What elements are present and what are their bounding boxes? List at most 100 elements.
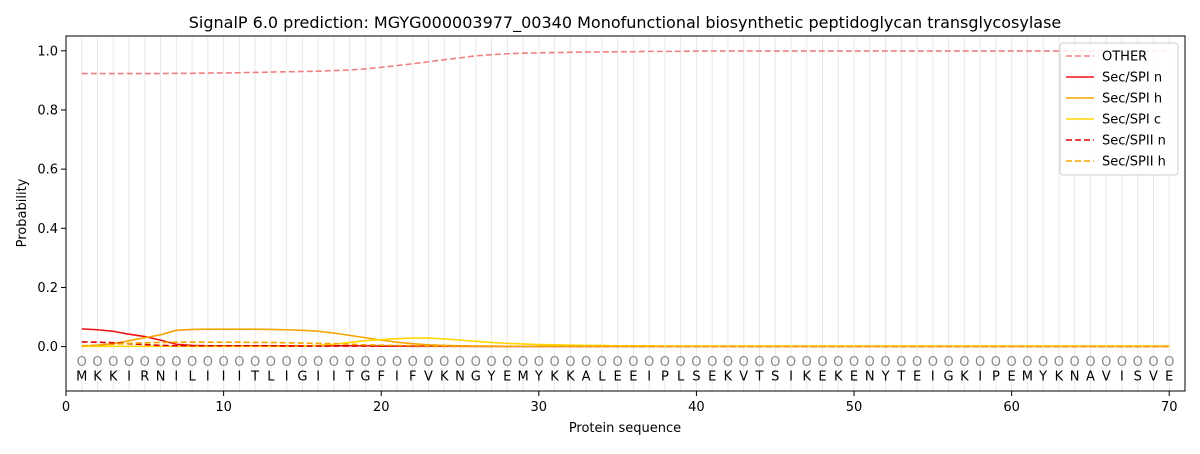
residue-label: L: [188, 370, 196, 385]
x-tick-label: 50: [846, 400, 863, 415]
region-marker: O: [786, 355, 796, 370]
region-marker: O: [534, 355, 544, 370]
residue-label: T: [754, 370, 763, 385]
residue-label: M: [1022, 370, 1033, 385]
region-marker: O: [486, 355, 496, 370]
region-marker: O: [754, 355, 764, 370]
residue-label: E: [1165, 370, 1173, 385]
residue-label: L: [598, 370, 606, 385]
region-marker: O: [282, 355, 292, 370]
residue-label: E: [850, 370, 858, 385]
residue-label: F: [377, 370, 384, 385]
residue-label: E: [913, 370, 921, 385]
residue-label: I: [174, 370, 178, 385]
residue-label: V: [1149, 370, 1158, 385]
residue-label: I: [789, 370, 793, 385]
region-marker: O: [108, 355, 118, 370]
region-marker: O: [1164, 355, 1174, 370]
legend-label: Sec/SPII n: [1102, 134, 1166, 149]
region-marker: O: [1117, 355, 1127, 370]
region-marker: O: [1148, 355, 1158, 370]
residue-label: N: [455, 370, 465, 385]
residue-label: I: [237, 370, 241, 385]
residue-label: N: [1070, 370, 1080, 385]
region-marker: O: [676, 355, 686, 370]
y-tick-label: 1.0: [37, 44, 58, 59]
region-marker: O: [423, 355, 433, 370]
region-marker: O: [455, 355, 465, 370]
region-marker: O: [597, 355, 607, 370]
region-marker: O: [124, 355, 134, 370]
grid-layer: [81, 36, 1170, 391]
region-marker: O: [707, 355, 717, 370]
residue-label: T: [250, 370, 259, 385]
x-axis-label: Protein sequence: [569, 421, 681, 436]
region-marker: O: [691, 355, 701, 370]
residue-label: V: [424, 370, 433, 385]
series-line-sec-spi-h: [81, 328, 1170, 348]
legend: OTHER Sec/SPI n Sec/SPI h Sec/SPI c Sec/SPII…: [1059, 42, 1179, 176]
x-tick-label: 30: [531, 400, 548, 415]
region-marker: O: [234, 355, 244, 370]
region-marker: O: [1133, 355, 1143, 370]
residue-label: K: [960, 370, 969, 385]
residue-label: I: [978, 370, 982, 385]
residue-label: V: [1102, 370, 1111, 385]
region-marker: O: [549, 355, 559, 370]
region-marker: O: [723, 355, 733, 370]
region-marker: O: [613, 355, 623, 370]
region-marker: O: [1070, 355, 1080, 370]
residue-label: M: [76, 370, 87, 385]
region-marker: O: [502, 355, 512, 370]
region-marker: O: [471, 355, 481, 370]
region-marker: O: [865, 355, 875, 370]
residue-label: N: [156, 370, 166, 385]
residue-label: K: [1055, 370, 1064, 385]
region-marker: O: [928, 355, 938, 370]
region-marker: O: [1054, 355, 1064, 370]
legend-box: [1059, 42, 1179, 176]
region-marker: O: [345, 355, 355, 370]
region-marker: O: [912, 355, 922, 370]
residue-label: V: [739, 370, 748, 385]
region-marker: O: [991, 355, 1001, 370]
region-marker: O: [297, 355, 307, 370]
residue-label: S: [771, 370, 779, 385]
x-tick-label: 40: [688, 400, 705, 415]
region-marker: O: [581, 355, 591, 370]
region-marker: O: [408, 355, 418, 370]
residue-label: A: [1086, 370, 1095, 385]
residue-label: I: [395, 370, 399, 385]
legend-label: OTHER: [1102, 50, 1147, 65]
residue-label: I: [285, 370, 289, 385]
residue-label: Y: [487, 370, 496, 385]
y-tick-label: 0.8: [37, 103, 58, 118]
residue-label: E: [1008, 370, 1016, 385]
region-marker: O: [218, 355, 228, 370]
residue-label: F: [409, 370, 416, 385]
sequence-layer: OMOKOKOIORONOIOLOIOIOIOTOLOIOGOIOIOTOGOF…: [76, 355, 1174, 385]
residue-label: K: [802, 370, 811, 385]
region-marker: O: [1085, 355, 1095, 370]
region-marker: O: [628, 355, 638, 370]
legend-label: Sec/SPII h: [1102, 155, 1166, 170]
y-tick-label: 0.4: [37, 222, 58, 237]
region-marker: O: [1038, 355, 1048, 370]
x-tick-label: 20: [373, 400, 390, 415]
residue-label: K: [93, 370, 102, 385]
residue-label: E: [614, 370, 622, 385]
region-marker: O: [77, 355, 87, 370]
region-marker: O: [770, 355, 780, 370]
region-marker: O: [644, 355, 654, 370]
region-marker: O: [565, 355, 575, 370]
legend-label: Sec/SPI c: [1102, 113, 1161, 128]
region-marker: O: [739, 355, 749, 370]
axis-layer: 0 10 20 30 40 50 60 70 0.0 0.2 0.4 0.6 0.8 1.0: [37, 44, 1177, 415]
region-marker: O: [833, 355, 843, 370]
region-marker: O: [92, 355, 102, 370]
region-marker: O: [439, 355, 449, 370]
residue-label: I: [332, 370, 336, 385]
residue-label: Y: [534, 370, 543, 385]
chart-title: SignalP 6.0 prediction: MGYG000003977_00…: [189, 13, 1062, 33]
